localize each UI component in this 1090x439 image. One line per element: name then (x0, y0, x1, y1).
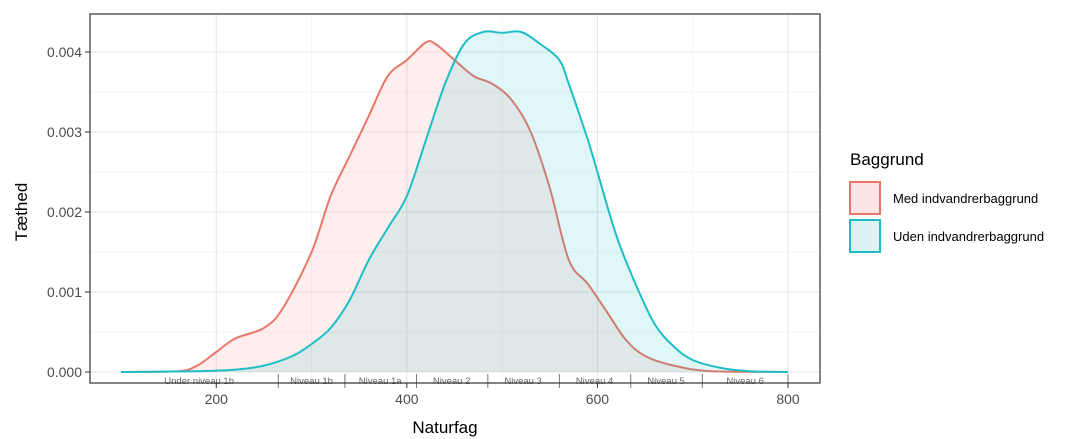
level-label: Niveau 6 (726, 376, 764, 387)
x-axis-title: Naturfag (412, 418, 477, 437)
density-areas (120, 30, 789, 373)
level-label: Niveau 1a (359, 376, 402, 387)
panel-frame (89, 13, 821, 384)
panel-border (89, 13, 821, 384)
density-fill-med (121, 40, 788, 372)
legend-label-uden: Uden indvandrerbaggrund (893, 229, 1044, 244)
x-tick-label: 600 (586, 391, 610, 407)
level-label: Niveau 2 (433, 376, 471, 387)
x-tick-label: 200 (205, 391, 229, 407)
panel-background (90, 14, 820, 383)
density-line-uden (120, 30, 789, 373)
level-annotations: Under niveau 1b Niveau 1b Niveau 1a Niveau … (164, 374, 789, 388)
level-label: Under niveau 1b (164, 376, 234, 387)
level-label: Niveau 1b (290, 376, 333, 387)
y-tick-label: 0.001 (47, 284, 82, 300)
y-tick-label: 0.003 (47, 124, 82, 140)
y-axis-title: Tæthed (12, 183, 31, 242)
y-tick-label: 0.000 (47, 364, 82, 380)
level-label: Niveau 3 (504, 376, 542, 387)
level-label: Niveau 5 (647, 376, 685, 387)
level-label: Niveau 4 (576, 376, 614, 387)
plot-panel (90, 14, 820, 383)
legend-key-med (849, 181, 881, 215)
legend: Baggrund Med indvandrerbaggrund Uden ind… (849, 150, 1044, 253)
grid-lines (90, 14, 820, 383)
y-axis: 0.000 0.001 0.002 0.003 0.004 (47, 44, 90, 380)
x-axis: 200 400 600 800 (205, 383, 800, 407)
legend-key-uden (849, 219, 881, 253)
y-tick-label: 0.004 (47, 44, 82, 60)
density-line-med (120, 39, 789, 373)
legend-label-med: Med indvandrerbaggrund (893, 191, 1038, 206)
y-tick-label: 0.002 (47, 204, 82, 220)
density-fill-uden (121, 31, 788, 372)
x-tick-label: 800 (776, 391, 800, 407)
x-tick-label: 400 (395, 391, 419, 407)
legend-title: Baggrund (850, 150, 924, 169)
